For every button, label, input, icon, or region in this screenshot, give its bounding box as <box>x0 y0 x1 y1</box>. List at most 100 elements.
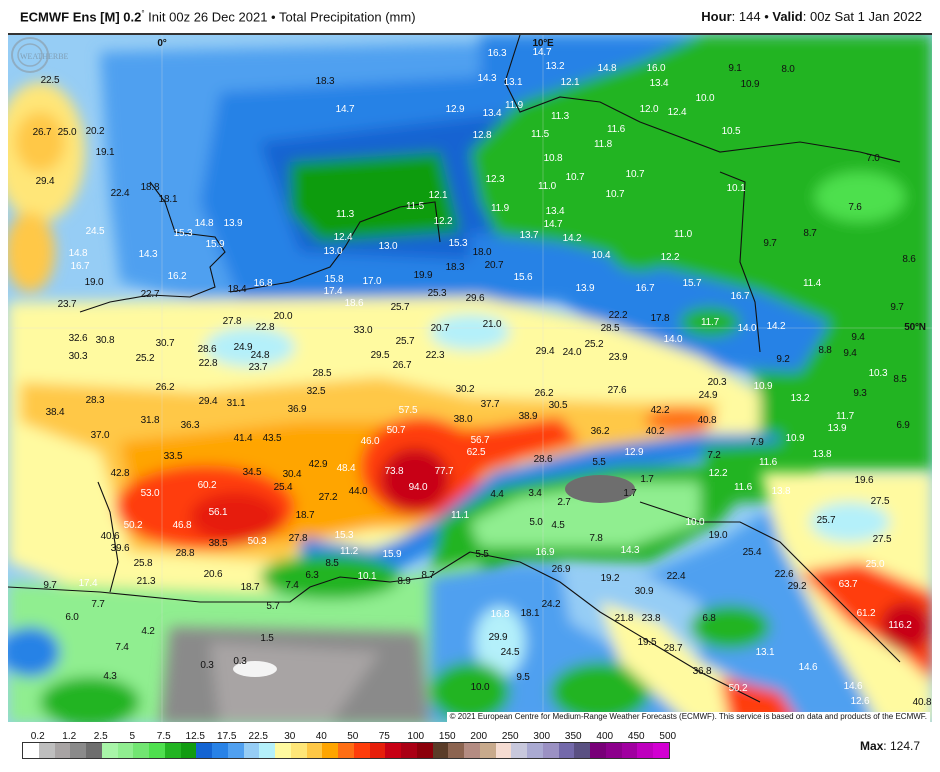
precip-value-label: 27.2 <box>318 492 338 503</box>
legend-tick-label: 5 <box>129 731 136 742</box>
legend-swatch <box>401 743 417 758</box>
precip-value-label: 12.4 <box>333 232 353 243</box>
precip-value-label: 15.7 <box>682 278 702 289</box>
precip-value-label: 13.4 <box>545 206 565 217</box>
precip-value-label: 5.5 <box>475 549 489 560</box>
legend-tick-label: 22.5 <box>248 731 268 742</box>
precip-value-label: 18.6 <box>344 298 364 309</box>
precip-value-label: 0.3 <box>200 660 214 671</box>
map-title: ECMWF Ens [M] 0.2° Init 00z 26 Dec 2021 … <box>20 9 416 24</box>
precip-value-label: 10.1 <box>726 183 746 194</box>
precip-value-label: 11.3 <box>551 111 569 122</box>
precip-value-label: 9.2 <box>776 354 790 365</box>
precip-value-label: 29.4 <box>35 176 55 187</box>
precip-value-label: 62.5 <box>466 447 486 458</box>
legend-swatch <box>495 743 512 758</box>
precip-value-label: 23.7 <box>248 362 268 373</box>
legend-tick-label: 30 <box>284 731 296 742</box>
precip-value-label: 14.7 <box>532 47 552 58</box>
precip-value-label: 8.8 <box>818 345 832 356</box>
precip-value-label: 22.4 <box>666 571 686 582</box>
precip-value-label: 5.0 <box>529 517 543 528</box>
precip-value-label: 8.5 <box>325 558 339 569</box>
precip-value-label: 16.8 <box>253 278 273 289</box>
valid-time: Hour: 144 • Valid: 00z Sat 1 Jan 2022 <box>701 9 922 24</box>
precip-value-label: 11.6 <box>607 124 625 135</box>
legend-swatch <box>164 743 181 758</box>
precip-value-label: 27.8 <box>288 533 308 544</box>
legend-swatch <box>369 743 386 758</box>
precip-value-label: 14.3 <box>620 545 640 556</box>
precip-value-label: 17.4 <box>78 578 98 589</box>
legend-swatch <box>23 743 39 758</box>
legend-swatch <box>259 743 275 758</box>
precip-value-label: 28.6 <box>533 454 553 465</box>
legend-swatch <box>590 743 606 758</box>
precip-value-label: 63.7 <box>838 579 858 590</box>
precip-value-label: 7.4 <box>115 642 129 653</box>
precip-value-label: 38.4 <box>45 407 65 418</box>
precip-value-label: 20.7 <box>484 260 504 271</box>
precip-value-label: 7.7 <box>91 599 105 610</box>
precip-value-label: 30.3 <box>68 351 88 362</box>
legend-swatch <box>511 743 527 758</box>
legend-swatch <box>338 743 354 758</box>
precip-value-label: 14.3 <box>477 73 497 84</box>
legend-swatch <box>322 743 338 758</box>
precip-value-label: 11.2 <box>340 546 358 557</box>
precip-value-label: 18.7 <box>295 510 315 521</box>
precip-value-label: 29.5 <box>370 350 390 361</box>
legend-swatch <box>54 743 71 758</box>
precip-value-label: 5.5 <box>592 457 606 468</box>
precip-value-label: 4.2 <box>141 626 155 637</box>
precip-value-label: 30.4 <box>282 469 302 480</box>
precip-value-label: 11.0 <box>674 229 692 240</box>
precip-field <box>8 35 932 722</box>
precip-value-label: 29.6 <box>465 293 485 304</box>
precip-value-label: 25.2 <box>135 353 155 364</box>
legend-swatch <box>527 743 543 758</box>
separator: • <box>271 9 276 25</box>
precip-value-label: 13.2 <box>545 61 565 72</box>
legend-swatch <box>38 743 55 758</box>
precip-value-label: 42.9 <box>308 459 328 470</box>
precip-value-label: 15.3 <box>334 530 354 541</box>
precip-value-label: 30.8 <box>95 335 115 346</box>
legend-swatch <box>353 743 370 758</box>
precip-value-label: 27.8 <box>222 316 242 327</box>
precip-value-label: 7.4 <box>285 580 299 591</box>
precip-value-label: 23.8 <box>641 613 661 624</box>
precip-value-label: 24.2 <box>541 599 561 610</box>
precip-value-label: 25.7 <box>816 515 836 526</box>
precip-value-label: 23.9 <box>608 352 628 363</box>
precip-value-label: 1.7 <box>640 474 654 485</box>
precip-value-label: 24.5 <box>500 647 520 658</box>
precip-value-label: 18.3 <box>315 76 335 87</box>
precip-value-label: 25.3 <box>427 288 447 299</box>
product-name: Total Precipitation (mm) <box>279 9 416 25</box>
precip-value-label: 24.0 <box>562 347 582 358</box>
precip-value-label: 11.0 <box>538 181 556 192</box>
hour-label: Hour <box>701 9 732 24</box>
precip-value-label: 11.9 <box>505 100 523 111</box>
precip-value-label: 40.2 <box>645 426 665 437</box>
precip-value-label: 33.5 <box>163 451 183 462</box>
precip-value-label: 43.5 <box>262 433 282 444</box>
precip-value-label: 14.8 <box>597 63 617 74</box>
precip-value-label: 10.7 <box>565 172 585 183</box>
precip-value-label: 1.5 <box>260 633 274 644</box>
precip-value-label: 13.7 <box>519 230 539 241</box>
precip-value-label: 31.8 <box>140 415 160 426</box>
precip-value-label: 22.4 <box>110 188 130 199</box>
precip-value-label: 28.5 <box>600 323 620 334</box>
precip-value-label: 46.0 <box>360 436 380 447</box>
precip-value-label: 12.1 <box>428 190 448 201</box>
precip-value-label: 14.6 <box>798 662 818 673</box>
precip-value-label: 27.5 <box>870 496 890 507</box>
precip-value-label: 18.3 <box>445 262 465 273</box>
precip-value-label: 73.8 <box>384 466 404 477</box>
precip-value-label: 19.5 <box>637 637 657 648</box>
precip-value-label: 27.5 <box>872 534 892 545</box>
precip-value-label: 12.4 <box>667 107 687 118</box>
precip-value-label: 11.6 <box>734 482 752 493</box>
